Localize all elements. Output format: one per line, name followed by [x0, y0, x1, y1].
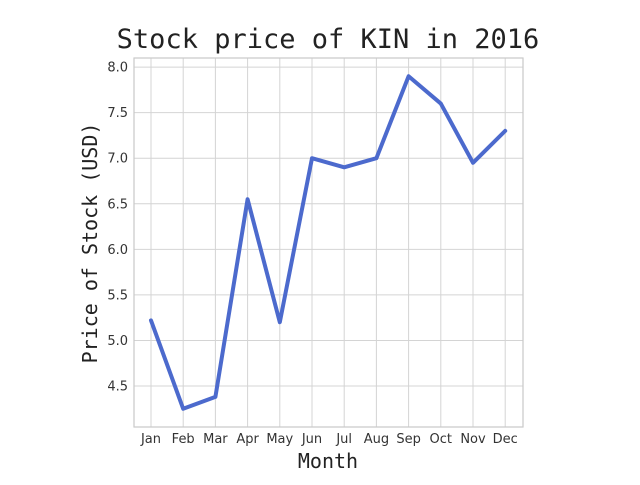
x-tick-label: Oct [430, 432, 452, 447]
x-tick-label: Jun [301, 432, 322, 447]
x-tick-label: Aug [364, 432, 389, 447]
chart-title: Stock price of KIN in 2016 [117, 24, 540, 55]
x-tick-label: Dec [493, 432, 518, 447]
series-line [149, 74, 508, 411]
x-tick-label: Mar [203, 432, 228, 447]
y-tick-label: 8.0 [107, 61, 128, 76]
y-tick-label: 7.5 [107, 106, 128, 121]
y-tick-label: 5.5 [107, 288, 128, 303]
y-axis-label: Price of Stock (USD) [78, 123, 102, 364]
y-tick-label: 7.0 [107, 152, 128, 167]
y-tick-label: 4.5 [107, 380, 128, 395]
grid [134, 58, 523, 427]
x-tick-labels: Jan Feb Mar Apr May Jun Jul Aug Sep Oct Nov Dec [140, 432, 518, 447]
y-tick-labels: 4.5 5.0 5.5 6.0 6.5 7.0 7.5 8.0 [107, 61, 128, 395]
y-tick-label: 6.0 [107, 243, 128, 258]
y-tick-label: 5.0 [107, 334, 128, 349]
x-tick-label: Apr [236, 432, 259, 447]
x-tick-label: Jul [335, 432, 352, 447]
plot-frame [133, 57, 524, 428]
y-tick-label: 6.5 [107, 197, 128, 212]
x-tick-label: Jan [140, 432, 161, 447]
x-tick-label: May [266, 432, 293, 447]
x-axis-label: Month [298, 449, 358, 473]
x-tick-label: Sep [396, 432, 421, 447]
x-tick-label: Feb [172, 432, 195, 447]
x-tick-label: Nov [460, 432, 486, 447]
